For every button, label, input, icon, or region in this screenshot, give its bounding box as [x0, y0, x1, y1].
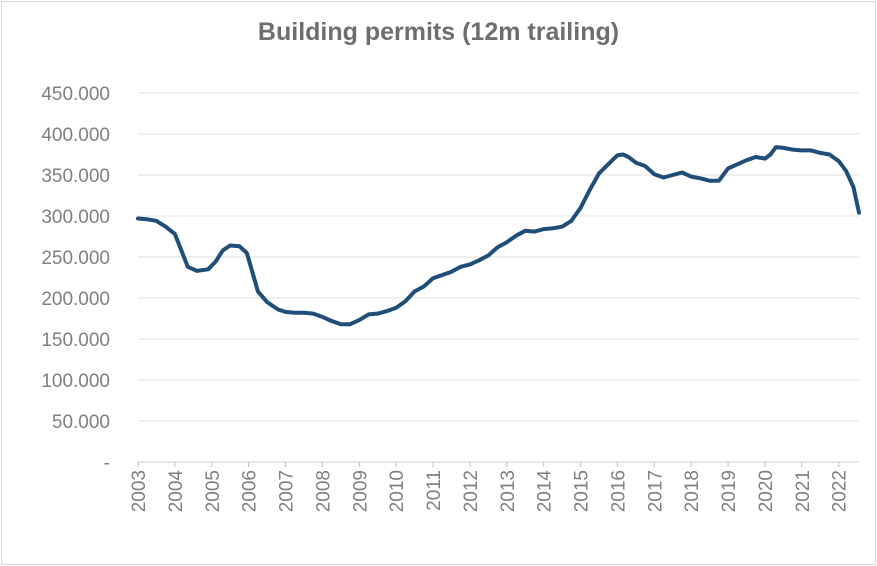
y-tick-label: 50.000: [52, 412, 110, 433]
x-tick-label: 2006: [240, 470, 261, 512]
x-tick-label: 2014: [535, 470, 556, 513]
y-axis-ticks: - 50.000 100.000 150.000 200.000 250.000 300.0…: [41, 84, 110, 474]
y-tick-label: 400.000: [41, 125, 110, 146]
x-tick-label: 2019: [719, 470, 740, 512]
x-tick-label: 2012: [461, 470, 482, 512]
x-tick-label: 2008: [313, 470, 334, 512]
gridlines: [138, 92, 859, 463]
x-tick-label: 2022: [830, 470, 851, 512]
x-tick-label: 2020: [756, 470, 777, 512]
y-tick-label: 200.000: [41, 289, 110, 310]
series-line: [136, 145, 861, 327]
y-tick-label: 450.000: [41, 84, 110, 105]
y-tick-label: -: [104, 453, 110, 474]
x-tick-label: 2018: [682, 470, 703, 512]
x-tick-label: 2017: [645, 470, 666, 512]
x-axis-ticks: 2003 2004 2005 2006 2007 2008 2009 2010 2011 2012…: [129, 462, 851, 512]
x-tick-label: 2005: [203, 470, 224, 512]
y-tick-label: 250.000: [41, 248, 110, 269]
y-tick-label: 350.000: [41, 166, 110, 187]
x-tick-label: 2016: [608, 470, 629, 512]
x-tick-label: 2011: [424, 470, 445, 511]
x-tick-label: 2007: [277, 470, 298, 512]
x-tick-label: 2013: [498, 470, 519, 512]
x-tick-label: 2003: [129, 470, 150, 512]
x-tick-label: 2015: [572, 470, 593, 512]
x-tick-label: 2004: [166, 470, 187, 513]
x-tick-label: 2010: [387, 470, 408, 512]
y-tick-label: 100.000: [41, 371, 110, 392]
y-tick-label: 300.000: [41, 207, 110, 228]
chart-title: Building permits (12m trailing): [257, 18, 620, 46]
series-lines: [136, 145, 861, 327]
x-tick-label: 2021: [793, 470, 814, 512]
y-tick-label: 150.000: [41, 330, 110, 351]
x-tick-label: 2009: [350, 470, 371, 512]
